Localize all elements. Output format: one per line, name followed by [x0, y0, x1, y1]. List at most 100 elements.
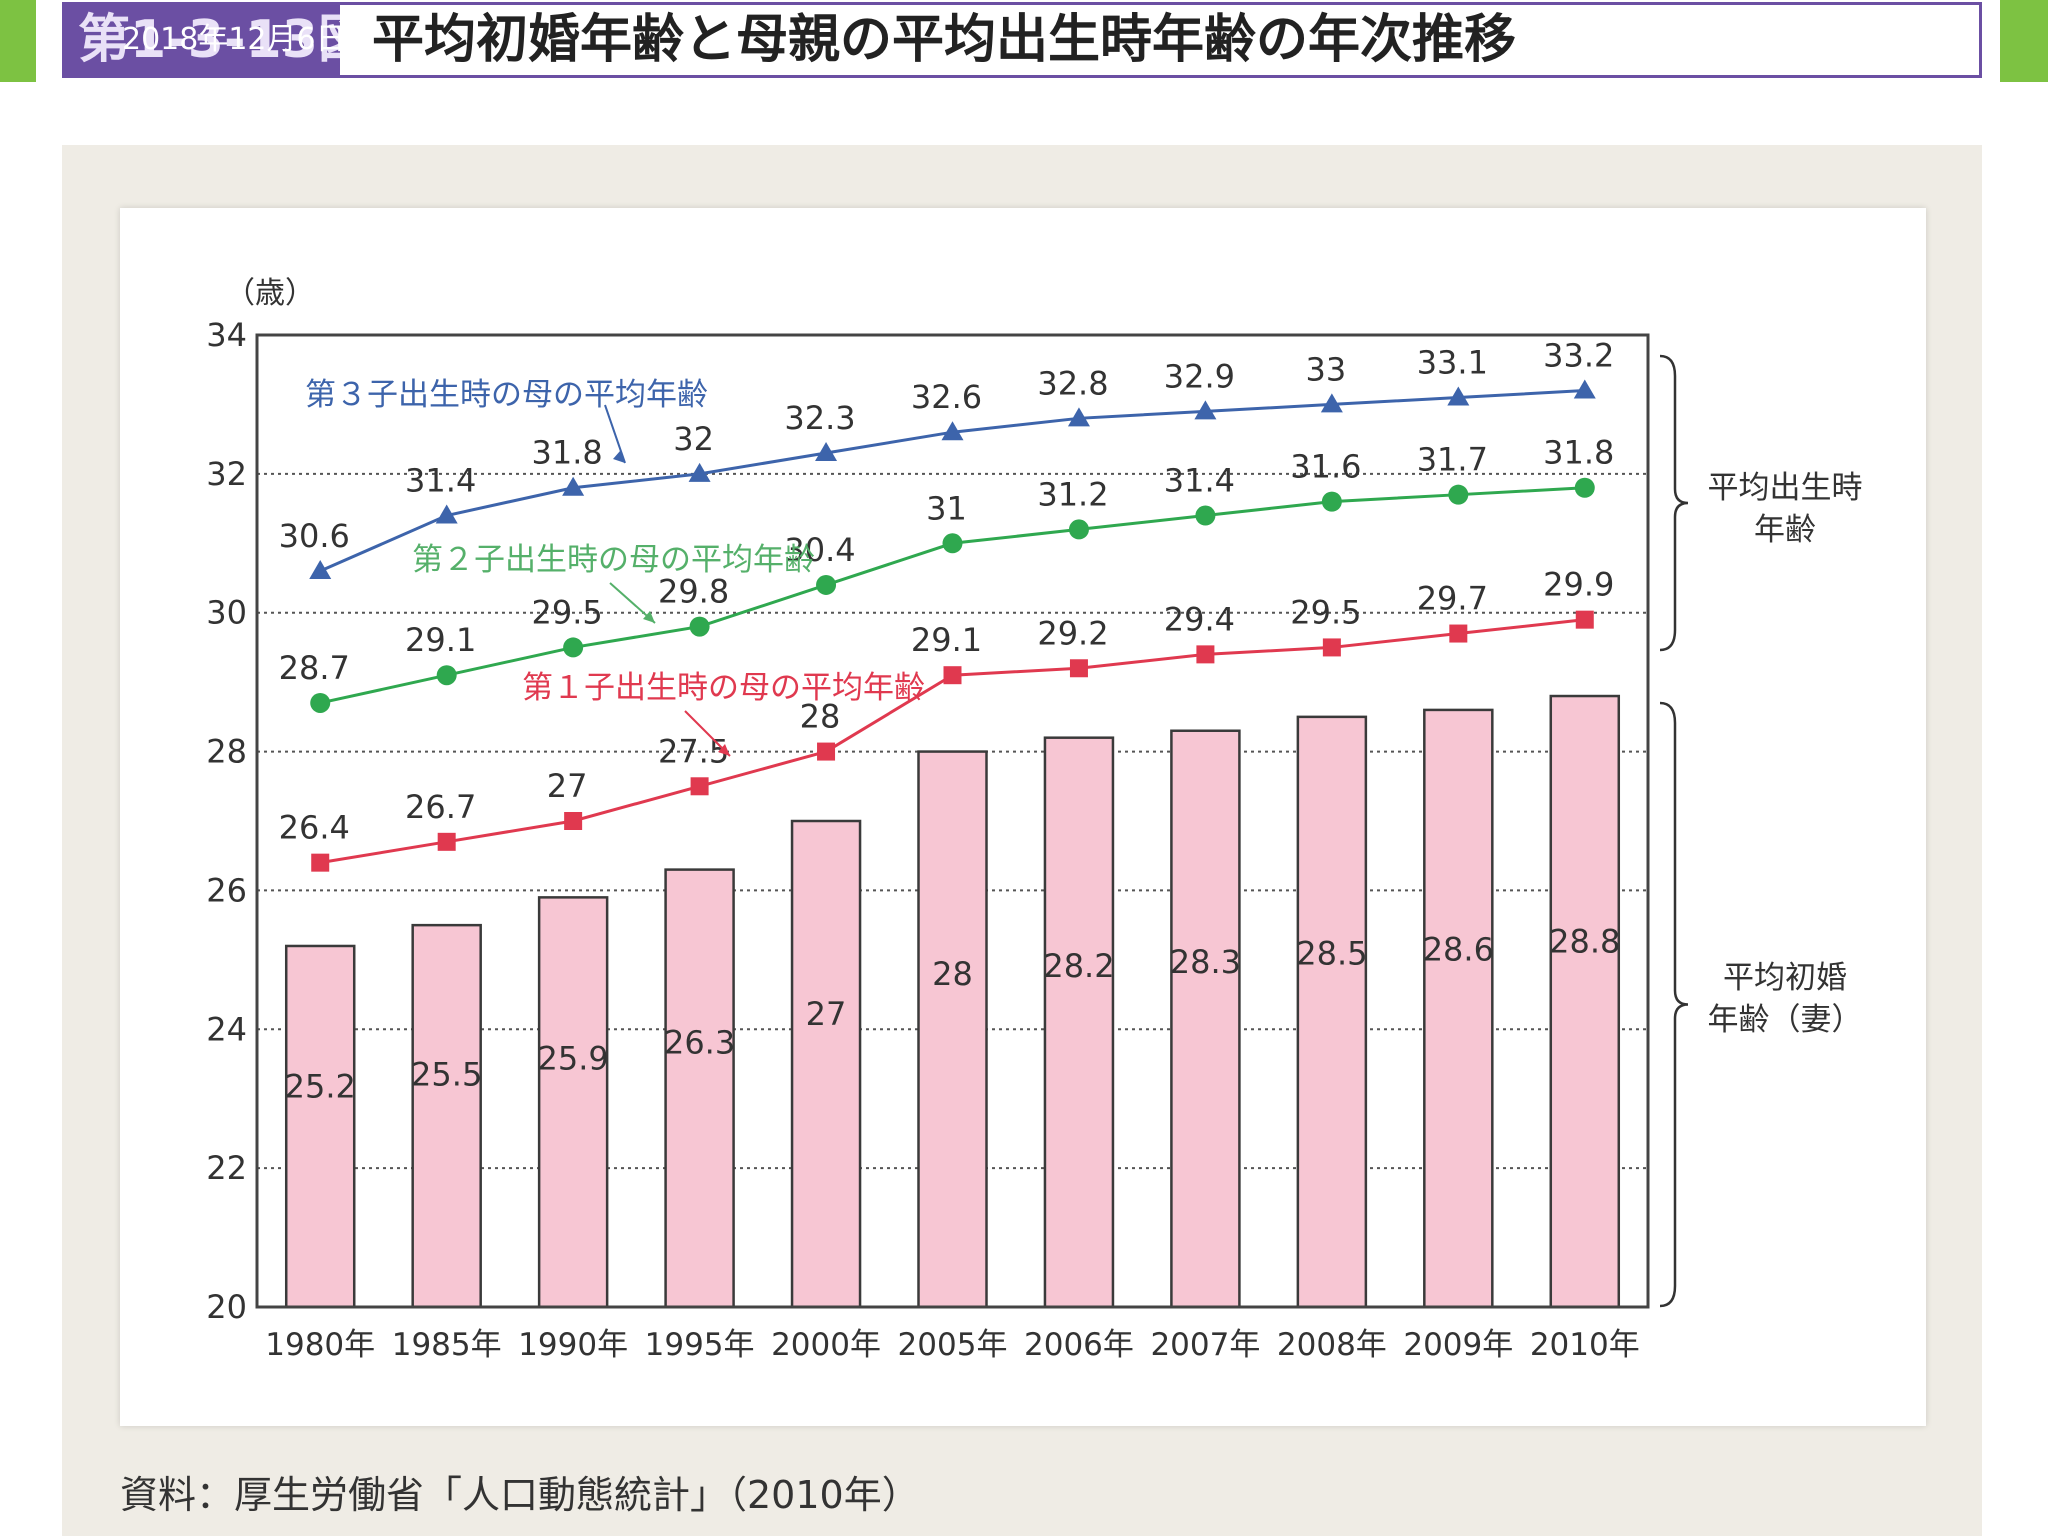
figure-label: 第1-3-13図 — [62, 2, 340, 78]
bar-value-label: 28.2 — [1043, 947, 1114, 985]
data-label-first: 26.4 — [279, 809, 350, 847]
data-label-first: 29.9 — [1543, 566, 1614, 604]
x-tick-label: 1985年 — [392, 1327, 502, 1363]
bars: 25.2 25.5 25.9 26.3 27 28 28.2 28.3 28.5 28.6 28.8 — [284, 694, 1621, 1309]
bar-value-label: 28 — [932, 955, 973, 993]
bracket-upper — [1659, 354, 1689, 652]
y-tick-label: 22 — [206, 1149, 247, 1187]
marker-third — [562, 476, 585, 496]
data-label-first: 27.5 — [658, 732, 729, 770]
bar — [664, 868, 735, 1309]
bar — [917, 750, 988, 1309]
y-tick-label: 32 — [206, 455, 247, 493]
arrow-head — [643, 611, 655, 623]
bracket-label-lower-2: 年齢（妻） — [1708, 1002, 1863, 1038]
arrow-head — [613, 451, 625, 463]
axes — [255, 333, 1650, 1309]
y-tick-label: 30 — [206, 594, 247, 632]
marker-second — [563, 637, 584, 658]
bar-value-label: 27 — [806, 995, 847, 1033]
bar-value-label: 25.9 — [538, 1039, 609, 1077]
marker-first — [311, 853, 330, 872]
data-label-second: 31 — [926, 489, 967, 527]
marker-second — [1321, 491, 1342, 512]
data-label-second: 28.7 — [279, 649, 350, 687]
data-label-first: 29.4 — [1164, 600, 1235, 638]
marker-third — [435, 504, 458, 524]
x-tick-label: 2010年 — [1530, 1327, 1640, 1363]
marker-third — [1573, 379, 1596, 399]
green-frame-right — [2000, 0, 2048, 82]
data-label-second: 31.6 — [1290, 448, 1361, 486]
x-tick-label: 2008年 — [1277, 1327, 1387, 1363]
bar — [1170, 729, 1241, 1309]
marker-first — [1069, 659, 1088, 678]
y-tick-label: 24 — [206, 1010, 247, 1048]
marker-first — [1322, 638, 1341, 657]
bar-value-label: 28.8 — [1549, 923, 1620, 961]
marker-second — [1195, 505, 1216, 526]
x-tick-label: 1990年 — [518, 1327, 628, 1363]
marker-second — [942, 533, 963, 554]
marker-first — [1196, 645, 1215, 664]
data-label-second: 29.1 — [405, 621, 476, 659]
data-label-third: 33 — [1306, 350, 1347, 388]
data-label-first: 26.7 — [405, 788, 476, 826]
marker-third — [1194, 400, 1217, 420]
data-label-first: 27 — [547, 767, 588, 805]
data-label-third: 32.3 — [784, 399, 855, 437]
bar — [1549, 694, 1621, 1309]
marker-first — [1449, 624, 1468, 643]
bar — [284, 944, 356, 1309]
data-labels: 30.6 31.4 31.8 32 32.3 32.6 32.8 32.9 33 33.1 33.2… — [279, 337, 1615, 847]
data-label-third: 30.6 — [279, 517, 350, 555]
plot-frame — [255, 333, 1650, 1309]
marker-second — [816, 574, 837, 595]
marker-first — [817, 742, 836, 761]
data-label-second: 31.4 — [1164, 462, 1235, 500]
data-label-first: 29.2 — [1037, 614, 1108, 652]
series-label-first: 第１子出生時の母の平均年齢 — [522, 670, 925, 706]
bar-value-label: 25.5 — [411, 1056, 482, 1094]
marker-second — [689, 616, 710, 637]
marker-third — [309, 560, 332, 580]
bar-value-label: 28.5 — [1296, 935, 1367, 973]
data-label-second: 29.5 — [532, 593, 603, 631]
marker-third — [688, 462, 711, 482]
marker-third — [941, 421, 964, 441]
bar-value-label: 26.3 — [664, 1023, 735, 1061]
data-label-first: 29.5 — [1290, 593, 1361, 631]
series-label-third: 第３子出生時の母の平均年齢 — [305, 377, 708, 413]
data-label-third: 31.8 — [532, 434, 603, 472]
data-label-third: 32.6 — [911, 378, 982, 416]
y-tick-label: 26 — [206, 871, 247, 909]
marker-second — [436, 665, 457, 686]
data-label-first: 29.1 — [911, 621, 982, 659]
x-tick-label: 1980年 — [265, 1327, 375, 1363]
data-label-third: 32 — [673, 420, 714, 458]
green-frame-left — [0, 0, 36, 82]
source-note: 資料：厚生労働省「人口動態統計」（2010年） — [120, 1473, 920, 1517]
data-label-third: 33.2 — [1543, 337, 1614, 375]
marker-third — [1320, 393, 1343, 413]
y-tick-label: 20 — [206, 1288, 247, 1326]
bar-value-label: 28.6 — [1423, 931, 1494, 969]
data-label-second: 31.7 — [1417, 441, 1488, 479]
data-label-second: 30.4 — [784, 531, 855, 569]
x-tick-label: 1995年 — [645, 1327, 755, 1363]
data-label-first: 29.7 — [1417, 580, 1488, 618]
data-label-third: 32.8 — [1037, 364, 1108, 402]
page-title: 平均初婚年齢と母親の平均出生時年齢の年次推移 — [372, 10, 1517, 70]
date-stamp: 2018年12月6日 — [122, 22, 346, 57]
x-tick-label: 2000年 — [771, 1327, 881, 1363]
marker-second — [1574, 477, 1595, 498]
marker-second — [1448, 484, 1469, 505]
marker-first — [943, 666, 962, 685]
marker-second — [310, 692, 331, 713]
series-lines — [309, 379, 1596, 872]
data-label-first: 28 — [800, 698, 841, 736]
x-tick-label: 2007年 — [1150, 1327, 1260, 1363]
marker-first — [437, 832, 456, 851]
